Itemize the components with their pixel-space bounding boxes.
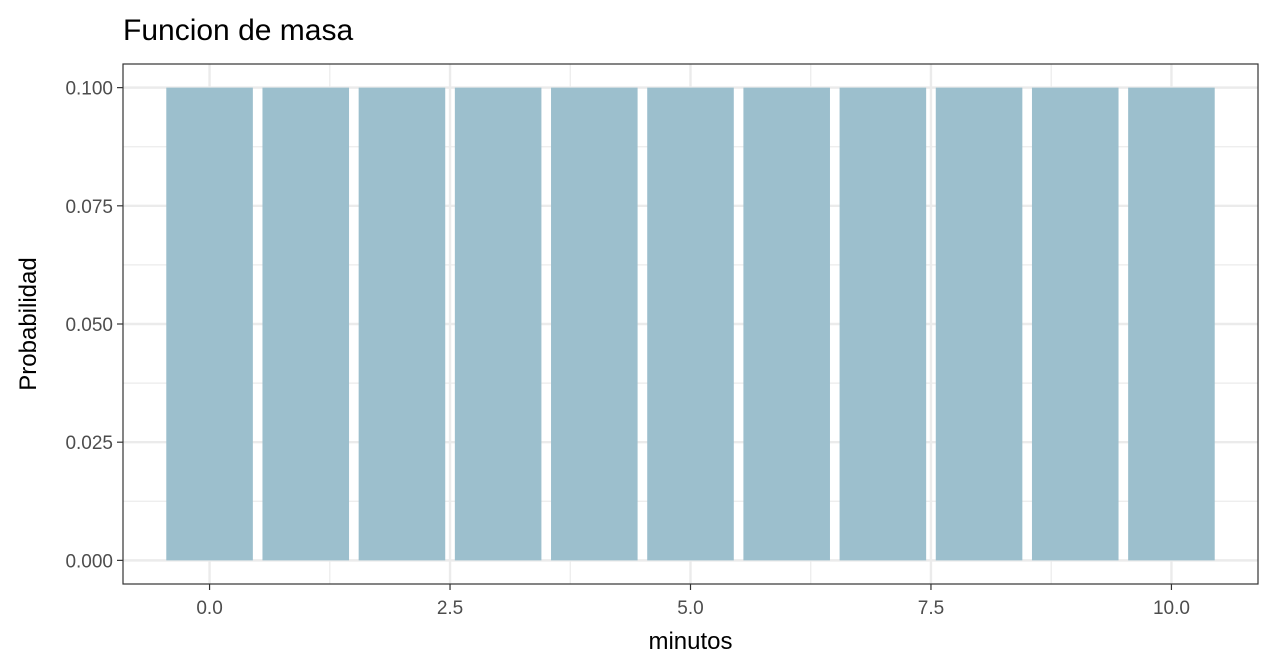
x-tick-label: 0.0 <box>196 598 222 619</box>
x-axis: 0.0 2.5 5.0 7.5 10.0 <box>196 584 1190 619</box>
x-tick-label: 5.0 <box>677 598 703 619</box>
bar <box>1031 87 1119 561</box>
bar <box>262 87 350 561</box>
y-tick-label: 0.050 <box>65 315 113 336</box>
bar <box>551 87 638 561</box>
chart-title: Funcion de masa <box>123 14 353 47</box>
x-tick-label: 10.0 <box>1153 598 1190 619</box>
bar <box>1128 87 1215 561</box>
bar <box>166 87 253 561</box>
y-tick-label: 0.100 <box>65 79 113 100</box>
x-tick-label: 7.5 <box>918 598 944 619</box>
bar <box>358 87 446 561</box>
x-tick-label: 2.5 <box>437 598 463 619</box>
bars <box>166 87 1215 561</box>
y-tick-label: 0.000 <box>65 551 113 572</box>
bar <box>454 87 542 561</box>
y-axis-title: Probabilidad <box>15 257 42 390</box>
bar <box>743 87 830 561</box>
y-tick-label: 0.075 <box>65 197 113 218</box>
y-axis: 0.000 0.025 0.050 0.075 0.100 <box>65 79 123 572</box>
y-tick-label: 0.025 <box>65 433 113 454</box>
x-axis-title: minutos <box>648 628 732 655</box>
bar <box>935 87 1023 561</box>
bar <box>647 87 734 561</box>
bar <box>839 87 927 561</box>
